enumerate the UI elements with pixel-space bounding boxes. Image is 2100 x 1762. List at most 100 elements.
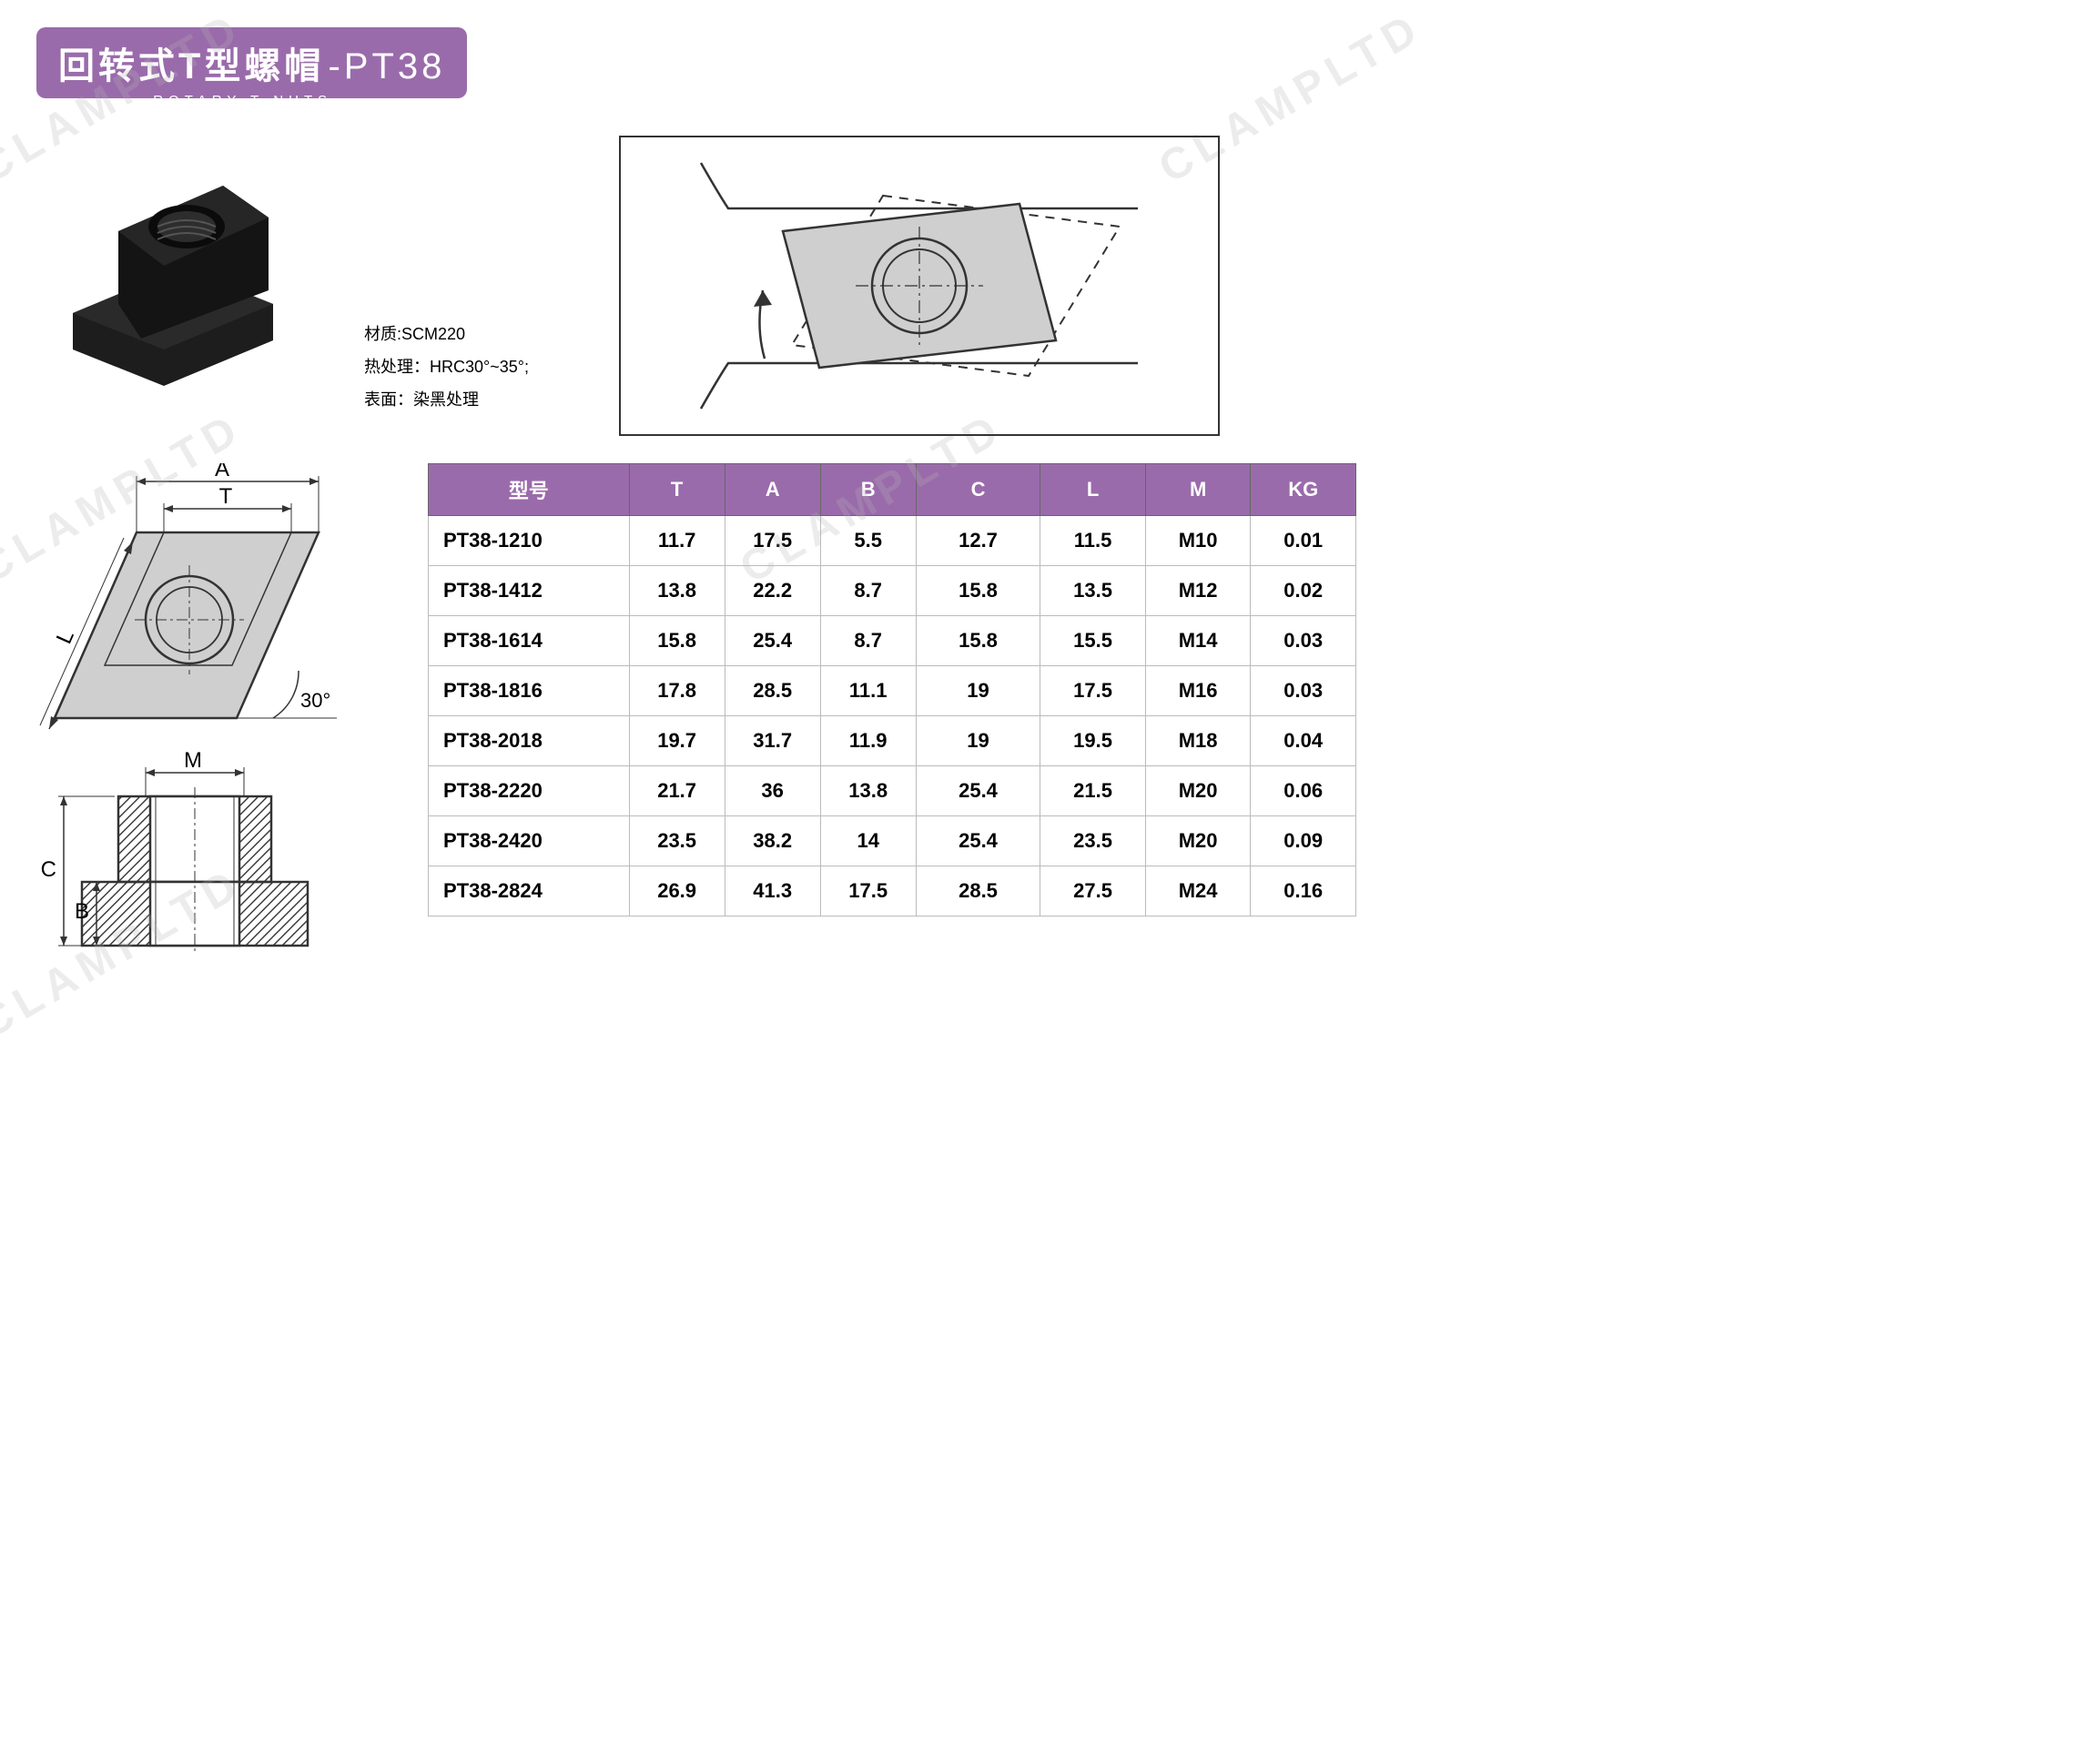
dim-c-label: C [41, 857, 56, 882]
cell-value: 23.5 [629, 816, 725, 866]
material-specs: 材质:SCM220 热处理：HRC30°~35°; 表面：染黑处理 [364, 318, 546, 416]
dim-b-label: B [75, 899, 89, 924]
spec-material-label: 材质: [364, 325, 401, 343]
cell-value: 15.8 [916, 616, 1040, 666]
cell-value: 17.5 [1040, 666, 1146, 716]
dim-l-label: L [52, 626, 79, 647]
plan-diagram [628, 145, 1211, 427]
cell-value: 21.5 [1040, 766, 1146, 816]
col-c: C [916, 464, 1040, 516]
col-t: T [629, 464, 725, 516]
cell-value: 25.4 [916, 766, 1040, 816]
angle-label: 30° [300, 689, 330, 712]
cell-value: 0.03 [1251, 616, 1356, 666]
cell-value: 17.5 [725, 516, 820, 566]
col-m: M [1145, 464, 1251, 516]
cell-model: PT38-1816 [429, 666, 630, 716]
cell-value: 19 [916, 716, 1040, 766]
cell-value: M10 [1145, 516, 1251, 566]
spec-surface-label: 表面： [364, 390, 413, 409]
cell-value: 15.8 [916, 566, 1040, 616]
cell-value: 22.2 [725, 566, 820, 616]
cell-value: 0.09 [1251, 816, 1356, 866]
cell-value: M24 [1145, 866, 1251, 916]
technical-drawing: A T L 30° [27, 463, 382, 973]
cell-value: 15.8 [629, 616, 725, 666]
cell-value: 0.16 [1251, 866, 1356, 916]
spec-heat-label: 热处理： [364, 358, 430, 376]
cell-value: 19.5 [1040, 716, 1146, 766]
dim-m-label: M [184, 748, 202, 773]
cell-value: M14 [1145, 616, 1251, 666]
cell-value: 0.03 [1251, 666, 1356, 716]
cell-value: 0.02 [1251, 566, 1356, 616]
cell-value: 31.7 [725, 716, 820, 766]
cell-value: 11.5 [1040, 516, 1146, 566]
spec-surface-value: 染黑处理 [413, 390, 479, 409]
table-row: PT38-141213.822.28.715.813.5M120.02 [429, 566, 1356, 616]
cell-value: 11.1 [820, 666, 916, 716]
dim-a-label: A [215, 463, 229, 481]
col-a: A [725, 464, 820, 516]
table-row: PT38-222021.73613.825.421.5M200.06 [429, 766, 1356, 816]
col-b: B [820, 464, 916, 516]
cell-value: M20 [1145, 766, 1251, 816]
table-row: PT38-121011.717.55.512.711.5M100.01 [429, 516, 1356, 566]
cell-model: PT38-1412 [429, 566, 630, 616]
cell-value: 27.5 [1040, 866, 1146, 916]
cell-value: 15.5 [1040, 616, 1146, 666]
cell-model: PT38-2420 [429, 816, 630, 866]
spec-heat-value: HRC30°~35°; [430, 358, 529, 376]
cell-value: M12 [1145, 566, 1251, 616]
cell-value: 26.9 [629, 866, 725, 916]
col-l: L [1040, 464, 1146, 516]
cell-value: 19 [916, 666, 1040, 716]
cell-value: 0.01 [1251, 516, 1356, 566]
cell-value: 5.5 [820, 516, 916, 566]
product-photo [18, 136, 328, 409]
table-row: PT38-201819.731.711.91919.5M180.04 [429, 716, 1356, 766]
title-badge: 回转式T型螺帽 -PT38 [36, 27, 467, 98]
cell-model: PT38-2220 [429, 766, 630, 816]
dim-t-label: T [219, 484, 233, 509]
cell-value: 11.9 [820, 716, 916, 766]
cell-value: 28.5 [916, 866, 1040, 916]
cell-value: 25.4 [725, 616, 820, 666]
cell-value: 19.7 [629, 716, 725, 766]
title-code: -PT38 [328, 46, 445, 87]
cell-value: 12.7 [916, 516, 1040, 566]
plan-diagram-frame [619, 136, 1220, 436]
cell-value: 21.7 [629, 766, 725, 816]
cell-value: 17.5 [820, 866, 916, 916]
table-header-row: 型号 T A B C L M KG [429, 464, 1356, 516]
spec-table: 型号 T A B C L M KG PT38-121011.717.55.512… [428, 463, 1356, 916]
cell-value: 11.7 [629, 516, 725, 566]
cell-value: 17.8 [629, 666, 725, 716]
cell-value: M20 [1145, 816, 1251, 866]
cell-value: 36 [725, 766, 820, 816]
cell-model: PT38-2824 [429, 866, 630, 916]
cell-model: PT38-1210 [429, 516, 630, 566]
cell-value: 0.04 [1251, 716, 1356, 766]
cell-value: 23.5 [1040, 816, 1146, 866]
cell-value: 8.7 [820, 616, 916, 666]
cell-value: 13.5 [1040, 566, 1146, 616]
cell-model: PT38-2018 [429, 716, 630, 766]
table-row: PT38-242023.538.21425.423.5M200.09 [429, 816, 1356, 866]
cell-value: 13.8 [629, 566, 725, 616]
table-row: PT38-181617.828.511.11917.5M160.03 [429, 666, 1356, 716]
cell-value: 14 [820, 816, 916, 866]
title-cn: 回转式T型螺帽 [58, 36, 324, 89]
col-model: 型号 [429, 464, 630, 516]
spec-material-value: SCM220 [401, 325, 465, 343]
cell-value: 13.8 [820, 766, 916, 816]
cell-value: M18 [1145, 716, 1251, 766]
cell-value: 41.3 [725, 866, 820, 916]
cell-value: 25.4 [916, 816, 1040, 866]
table-row: PT38-161415.825.48.715.815.5M140.03 [429, 616, 1356, 666]
table-row: PT38-282426.941.317.528.527.5M240.16 [429, 866, 1356, 916]
col-kg: KG [1251, 464, 1356, 516]
cell-value: 0.06 [1251, 766, 1356, 816]
cell-model: PT38-1614 [429, 616, 630, 666]
cell-value: M16 [1145, 666, 1251, 716]
